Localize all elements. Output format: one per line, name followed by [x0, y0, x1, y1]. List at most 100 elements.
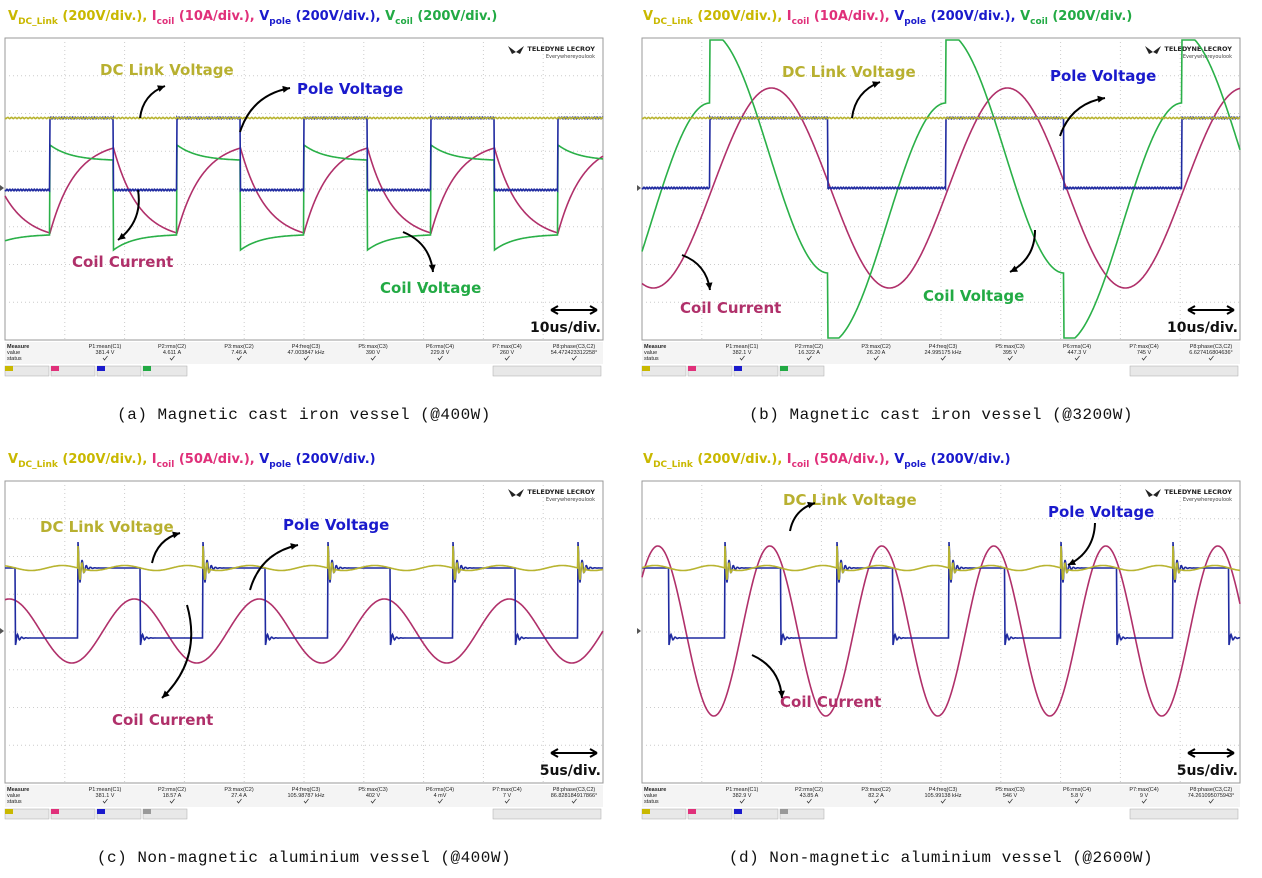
header-subscript: pole	[269, 17, 291, 27]
annotation-label: Coil Current	[780, 693, 881, 711]
ground-marker	[637, 628, 641, 634]
header-subscript: coil	[395, 17, 413, 27]
header-symbol: V	[894, 9, 904, 24]
ground-marker	[637, 185, 641, 191]
logo-tagline: Everywhereyoulook	[546, 54, 595, 60]
measure-param-value: 47.003847 kHz	[288, 350, 325, 356]
measure-param-value: 402 V	[366, 793, 381, 799]
channel-tag	[688, 366, 696, 371]
measure-param-value: 4 mV	[434, 793, 447, 799]
measure-row-label: status	[644, 799, 659, 805]
logo-text: TELEDYNE LECROY	[1164, 45, 1232, 53]
measure-param-value: 105.99138 kHz	[925, 793, 962, 799]
header-subscript: coil	[792, 17, 810, 27]
measure-param-value: 24.995175 kHz	[925, 350, 962, 356]
annotation-label: Coil Current	[680, 299, 781, 317]
annotation-label: Pole Voltage	[1048, 503, 1154, 521]
measure-row-label: status	[7, 356, 22, 362]
panel-header: VDC_Link (200V/div.), Icoil (50A/div.), …	[643, 452, 1011, 470]
header-scale: (200V/div.),	[58, 452, 152, 467]
header-scale: (200V/div.),	[291, 9, 385, 24]
figure-caption: (c) Non-magnetic aluminium vessel (@400W…	[97, 849, 511, 867]
ground-marker	[0, 628, 4, 634]
measure-row-label: status	[644, 356, 659, 362]
timebase-box	[493, 366, 601, 376]
measure-strip: MeasurevaluestatusP1:mean(C1)382.1 VP2:r…	[642, 342, 1240, 376]
measure-param-value: 16.322 A	[798, 350, 820, 356]
channel-tag	[51, 809, 59, 814]
scale-label: 10us/div.	[1167, 320, 1238, 336]
measure-param-value: 381.4 V	[96, 350, 115, 356]
header-scale: (200V/div.)	[413, 9, 497, 24]
panel-header: VDC_Link (200V/div.), Icoil (50A/div.), …	[8, 452, 376, 470]
measure-param-value: 18.57 A	[163, 793, 182, 799]
panel: VDC_Link (200V/div.), Icoil (50A/div.), …	[0, 452, 603, 867]
measure-param-value: 9 V	[1140, 793, 1149, 799]
figure-caption: (b) Magnetic cast iron vessel (@3200W)	[749, 406, 1133, 424]
logo-text: TELEDYNE LECROY	[527, 45, 595, 53]
channel-tag	[734, 366, 742, 371]
channel-tag	[642, 809, 650, 814]
measure-param-value: 4.611 A	[163, 350, 182, 356]
annotation-label: DC Link Voltage	[782, 63, 916, 81]
measure-param-value: 381.1 V	[96, 793, 115, 799]
measure-param-value: 26.20 A	[867, 350, 886, 356]
measure-param-value: 27.4 A	[231, 793, 247, 799]
measure-strip: MeasurevaluestatusP1:mean(C1)381.4 VP2:r…	[5, 342, 603, 376]
measure-param-value: 6.627416804636°	[1189, 350, 1233, 356]
header-scale: (10A/div.),	[809, 9, 894, 24]
scope-screen: TELEDYNE LECROYEverywhereyoulook 5us/div.	[637, 481, 1240, 783]
header-scale: (200V/div.),	[693, 452, 787, 467]
logo-tagline: Everywhereyoulook	[1183, 497, 1232, 503]
measure-param-value: 229.8 V	[431, 350, 450, 356]
header-symbol: V	[8, 452, 18, 467]
annotation-label: DC Link Voltage	[100, 61, 234, 79]
panel: VDC_Link (200V/div.), Icoil (10A/div.), …	[0, 9, 603, 424]
channel-tag	[780, 366, 788, 371]
channel-tag	[51, 366, 59, 371]
measure-row-label: status	[7, 799, 22, 805]
measure-param-value: 86.828184917866°	[551, 793, 598, 799]
measure-param-value: 74.261095075943°	[1188, 793, 1235, 799]
figure: VDC_Link (200V/div.), Icoil (10A/div.), …	[0, 0, 1262, 878]
header-scale: (200V/div.),	[58, 9, 152, 24]
scale-label: 5us/div.	[540, 763, 601, 779]
logo-text: TELEDYNE LECROY	[1164, 488, 1232, 496]
ground-marker	[0, 185, 4, 191]
header-symbol: V	[385, 9, 395, 24]
header-scale: (200V/div.),	[693, 9, 787, 24]
header-subscript: coil	[157, 17, 175, 27]
header-subscript: pole	[904, 460, 926, 470]
header-scale: (10A/div.),	[174, 9, 259, 24]
channel-tag	[97, 366, 105, 371]
measure-param-value: 105.98787 kHz	[288, 793, 325, 799]
measure-param-value: 54.472423312258°	[551, 350, 598, 356]
measure-param-value: 382.9 V	[733, 793, 752, 799]
panel: VDC_Link (200V/div.), Icoil (10A/div.), …	[637, 9, 1240, 424]
scale-label: 5us/div.	[1177, 763, 1238, 779]
annotation-label: Pole Voltage	[297, 80, 403, 98]
panel-header: VDC_Link (200V/div.), Icoil (10A/div.), …	[8, 9, 497, 27]
header-scale: (200V/div.)	[1048, 9, 1132, 24]
channel-tag	[688, 809, 696, 814]
header-scale: (200V/div.)	[926, 452, 1010, 467]
header-subscript: DC_Link	[653, 460, 694, 470]
panel-header: VDC_Link (200V/div.), Icoil (10A/div.), …	[643, 9, 1132, 27]
channel-tag	[642, 366, 650, 371]
header-scale: (200V/div.),	[926, 9, 1020, 24]
timebase-box	[493, 809, 601, 819]
scale-label: 10us/div.	[530, 320, 601, 336]
measure-param-value: 447.3 V	[1068, 350, 1087, 356]
channel-tag	[5, 366, 13, 371]
annotation-label: Pole Voltage	[283, 516, 389, 534]
measure-param-value: 382.1 V	[733, 350, 752, 356]
panel: VDC_Link (200V/div.), Icoil (50A/div.), …	[637, 452, 1240, 867]
annotation-label: Coil Voltage	[923, 287, 1024, 305]
measure-param-value: 5.8 V	[1071, 793, 1084, 799]
measure-strip: MeasurevaluestatusP1:mean(C1)381.1 VP2:r…	[5, 785, 603, 819]
measure-param-value: 395 V	[1003, 350, 1018, 356]
header-subscript: coil	[792, 460, 810, 470]
annotation-label: DC Link Voltage	[40, 518, 174, 536]
channel-tag	[143, 366, 151, 371]
